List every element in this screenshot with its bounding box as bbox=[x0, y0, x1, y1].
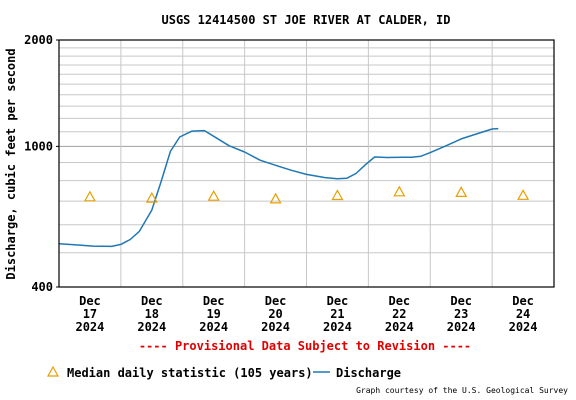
median-triangle-point bbox=[393, 185, 406, 197]
median-triangle-point bbox=[331, 189, 344, 201]
median-triangle-point bbox=[145, 191, 158, 203]
graph-courtesy: Graph courtesy of the U.S. Geological Su… bbox=[356, 386, 568, 395]
grid bbox=[59, 40, 554, 287]
legend-median-label: Median daily statistic (105 years) bbox=[67, 366, 313, 380]
x-tick-label: 21 bbox=[330, 307, 344, 321]
series-layer bbox=[58, 127, 530, 248]
x-tick-label: 19 bbox=[206, 307, 220, 321]
x-tick-label: Dec bbox=[512, 294, 534, 308]
x-tick-label: 2024 bbox=[385, 320, 414, 334]
x-tick-label: 2024 bbox=[75, 320, 104, 334]
plot-frame bbox=[58, 39, 555, 288]
y-axis-label: Discharge, cubic feet per second bbox=[4, 48, 18, 279]
discharge-line bbox=[58, 127, 499, 248]
x-tick-label: 2024 bbox=[447, 320, 476, 334]
y-tick-label: 1000 bbox=[24, 139, 53, 153]
x-axis-ticks: Dec172024Dec182024Dec192024Dec202024Dec2… bbox=[75, 294, 537, 334]
x-tick-label: 17 bbox=[83, 307, 97, 321]
legend-discharge-label: Discharge bbox=[336, 366, 401, 380]
provisional-note: ---- Provisional Data Subject to Revisio… bbox=[139, 339, 471, 353]
median-triangle-point bbox=[269, 192, 282, 204]
x-tick-label: Dec bbox=[450, 294, 472, 308]
median-triangle-point bbox=[517, 189, 530, 200]
x-tick-label: 20 bbox=[268, 307, 282, 321]
x-tick-label: 24 bbox=[516, 307, 530, 321]
x-tick-label: 22 bbox=[392, 307, 406, 321]
median-triangle-point bbox=[455, 186, 468, 197]
x-tick-label: Dec bbox=[388, 294, 410, 308]
x-tick-label: Dec bbox=[327, 294, 349, 308]
median-triangle-point bbox=[207, 189, 220, 201]
x-tick-label: Dec bbox=[141, 294, 163, 308]
y-tick-label: 400 bbox=[31, 280, 53, 294]
x-tick-label: Dec bbox=[79, 294, 101, 308]
x-tick-label: 18 bbox=[145, 307, 159, 321]
y-axis-ticks: 2000 1000 400 bbox=[24, 33, 59, 294]
x-tick-label: Dec bbox=[203, 294, 225, 308]
x-tick-label: 2024 bbox=[261, 320, 290, 334]
chart-title: USGS 12414500 ST JOE RIVER AT CALDER, ID bbox=[162, 13, 451, 27]
x-tick-label: 2024 bbox=[323, 320, 352, 334]
legend-triangle-icon bbox=[46, 365, 60, 377]
x-tick-label: 2024 bbox=[509, 320, 538, 334]
y-tick-label: 2000 bbox=[24, 33, 53, 47]
x-tick-label: Dec bbox=[265, 294, 287, 308]
x-tick-label: 23 bbox=[454, 307, 468, 321]
median-triangle-point bbox=[83, 190, 96, 202]
x-tick-label: 2024 bbox=[137, 320, 166, 334]
legend: Median daily statistic (105 years) Disch… bbox=[46, 365, 401, 380]
x-tick-label: 2024 bbox=[199, 320, 228, 334]
